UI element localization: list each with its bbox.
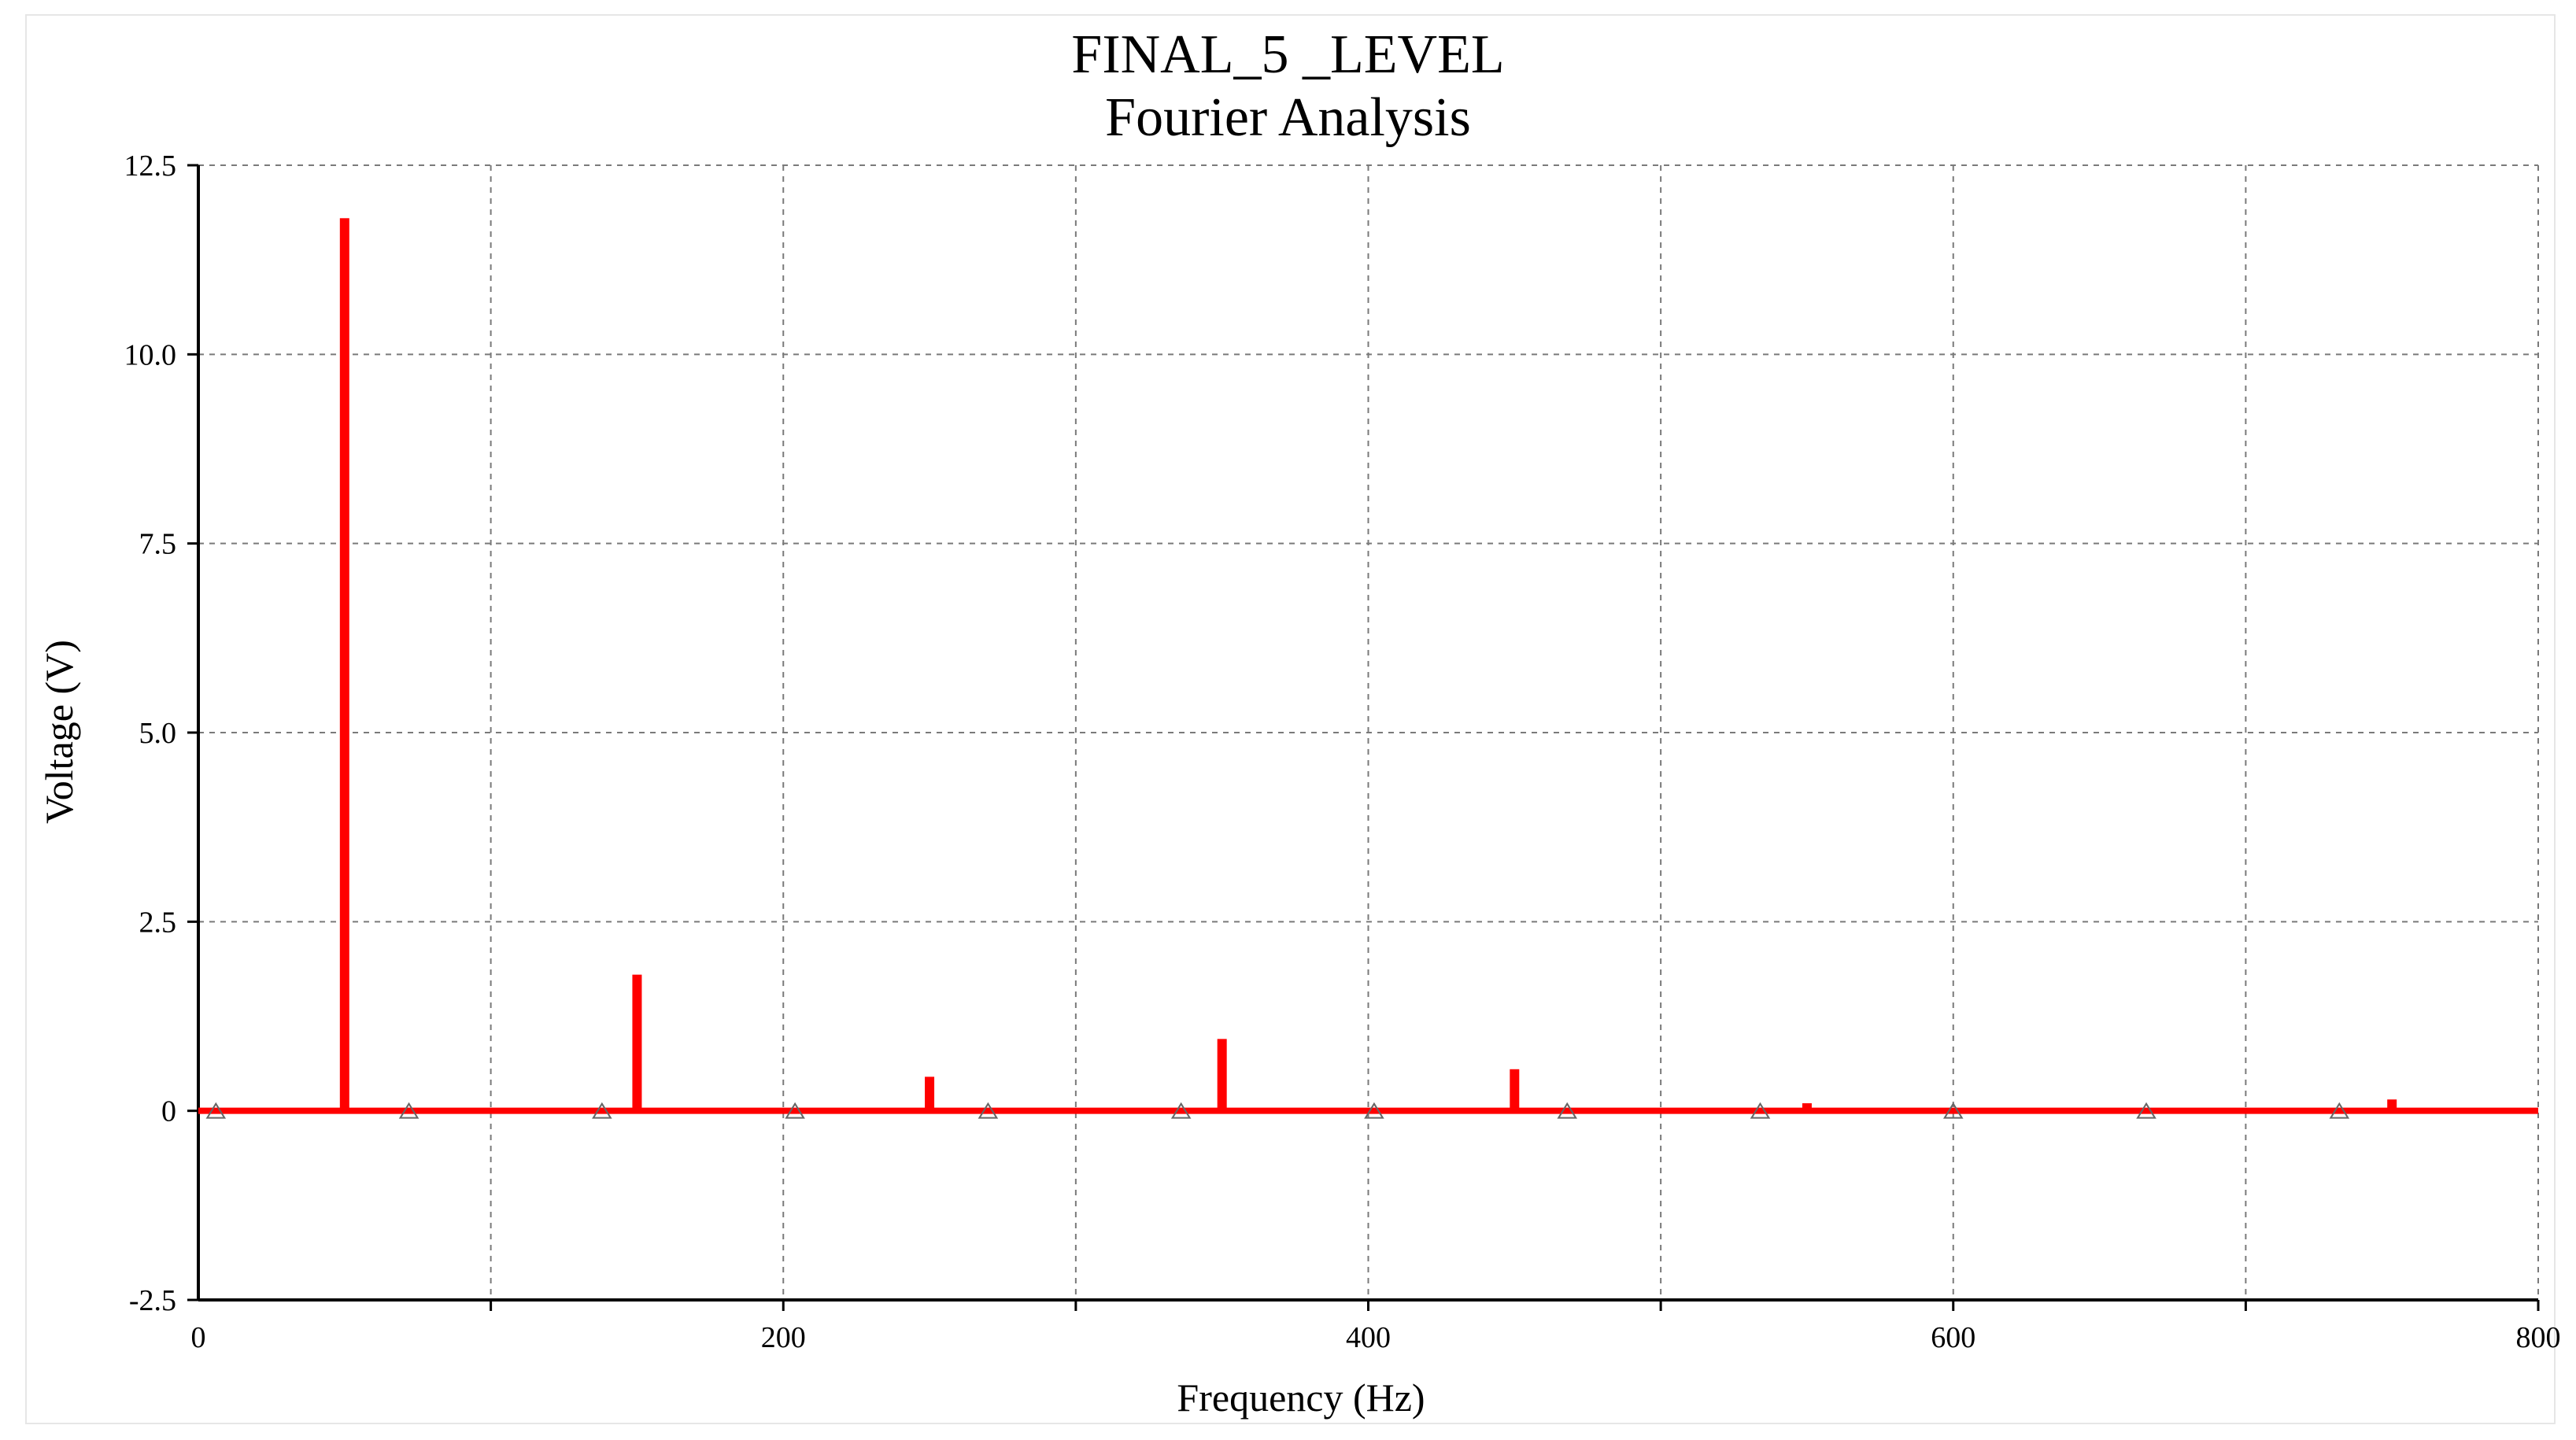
y-tick-label: 7.5 <box>139 528 177 561</box>
baseline-marker <box>1557 1102 1577 1119</box>
y-tick-label: 10.0 <box>124 338 177 371</box>
baseline-marker <box>785 1102 805 1119</box>
baseline-marker <box>1942 1102 1964 1119</box>
y-tick-label: 0 <box>161 1095 176 1128</box>
baseline-marker <box>205 1102 227 1119</box>
baseline-marker <box>1364 1102 1384 1119</box>
y-tick-label: 2.5 <box>139 906 177 939</box>
axes <box>187 164 2540 1311</box>
chart-subtitle: Fourier Analysis <box>1105 87 1471 148</box>
chart-title: FINAL_5 _LEVEL <box>1071 24 1505 85</box>
baseline-marker <box>2329 1102 2350 1119</box>
harmonic-bar <box>1802 1103 1812 1111</box>
y-tick-label: -2.5 <box>129 1284 176 1317</box>
baseline-marker <box>592 1102 612 1119</box>
x-tick-label: 800 <box>2516 1321 2561 1354</box>
harmonic-bar <box>925 1076 935 1111</box>
y-tick-labels: -2.5 0 2.5 5.0 7.5 10.0 12.5 <box>124 150 177 1317</box>
harmonic-bar <box>1217 1039 1227 1111</box>
y-tick-label: 12.5 <box>124 150 177 183</box>
baseline-marker <box>398 1102 419 1119</box>
baseline-marker <box>1170 1102 1192 1119</box>
bars <box>339 218 2397 1111</box>
harmonic-bar <box>339 218 349 1111</box>
baseline-marker <box>2136 1102 2157 1119</box>
x-axis-label: Frequency (Hz) <box>1177 1375 1425 1420</box>
harmonic-bar <box>632 974 642 1111</box>
y-axis-label: Voltage (V) <box>37 640 81 824</box>
x-tick-label: 200 <box>761 1321 806 1354</box>
x-tick-label: 0 <box>191 1321 206 1354</box>
grid <box>198 164 2539 1300</box>
baseline-marker <box>978 1102 999 1119</box>
baseline-marker <box>1750 1102 1771 1119</box>
harmonic-bar <box>1510 1069 1520 1111</box>
baseline-markers <box>205 1102 2350 1119</box>
y-tick-label: 5.0 <box>139 717 177 750</box>
x-tick-label: 600 <box>1931 1321 1975 1354</box>
x-tick-labels: 0 200 400 600 800 <box>191 1321 2561 1354</box>
chart-frame <box>25 14 2556 1424</box>
harmonic-bar <box>2387 1099 2397 1111</box>
x-tick-label: 400 <box>1346 1321 1391 1354</box>
